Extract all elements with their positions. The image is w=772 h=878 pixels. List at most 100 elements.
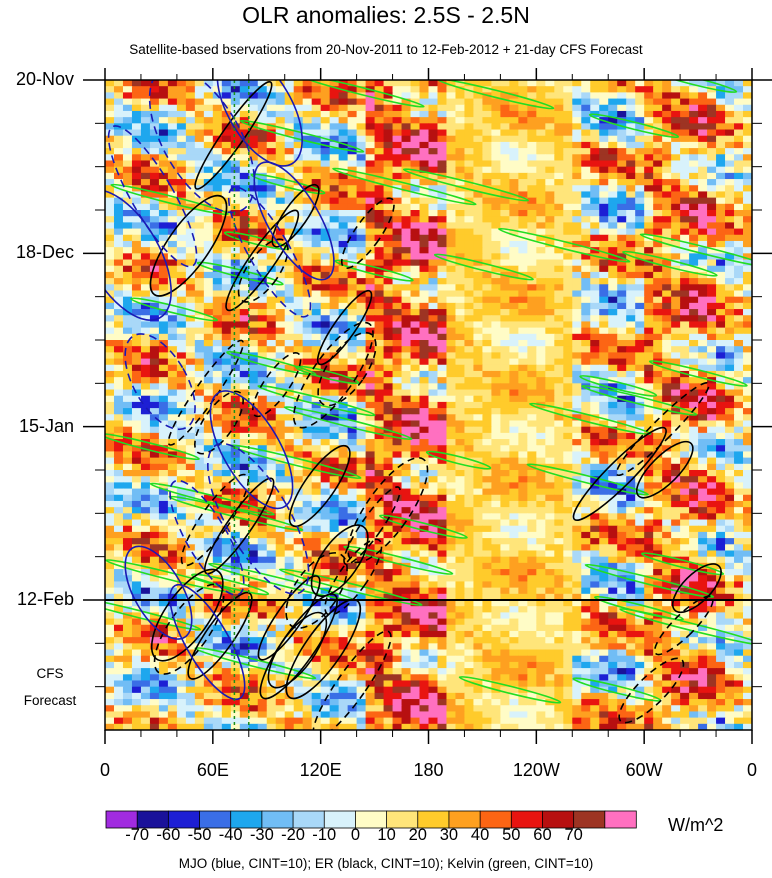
field-cell [212,401,223,409]
field-cell [536,500,546,508]
field-cell [203,346,214,353]
field-cell [590,179,600,186]
field-cell [617,494,627,502]
field-cell [644,408,654,415]
field-cell [284,104,295,112]
field-cell [410,290,421,298]
field-cell [716,488,726,496]
field-cell [221,370,232,378]
field-cell [212,439,223,446]
field-cell [122,401,133,409]
field-cell [644,240,654,248]
field-cell [455,451,466,459]
field-cell [500,148,510,155]
field-cell [311,482,322,490]
field-cell [105,191,115,199]
field-cell [284,494,295,502]
field-cell [536,309,546,316]
field-cell [482,358,493,366]
field-cell [338,500,349,508]
field-cell [482,265,493,273]
field-cell [105,395,115,403]
field-cell [248,222,259,230]
field-cell [320,284,331,292]
field-cell [257,141,268,149]
field-cell [437,358,448,366]
field-cell [275,92,286,100]
field-cell [257,302,268,310]
field-cell [707,166,717,174]
field-cell [689,302,699,310]
field-cell [221,482,232,490]
field-cell [536,346,546,353]
field-cell [248,507,259,514]
field-cell [239,216,250,223]
field-cell [653,80,663,87]
field-cell [302,340,313,347]
field-cell [698,92,708,100]
field-cell [275,110,286,118]
field-cell [608,104,618,112]
field-cell [446,414,457,422]
field-cell [149,507,160,514]
field-cell [239,401,250,409]
field-cell [617,457,627,465]
field-cell [257,228,268,236]
field-cell [383,383,394,391]
field-cell [743,488,752,496]
field-cell [185,370,196,378]
field-cell [284,476,295,483]
field-cell [716,80,726,87]
field-cell [221,463,232,471]
field-cell [599,408,609,415]
field-cell [482,327,493,335]
field-cell [599,110,609,118]
field-cell [392,154,403,162]
field-cell [293,463,304,471]
field-cell [554,185,564,193]
field-cell [194,426,205,434]
field-cell [599,488,609,496]
field-cell [554,117,564,124]
field-cell [149,364,160,372]
field-cell [275,265,286,273]
field-cell [581,117,591,124]
field-cell [311,352,322,360]
field-cell [527,383,537,391]
field-cell [581,333,591,341]
field-cell [608,117,618,124]
field-cell [707,98,717,106]
field-cell [167,141,178,149]
field-cell [545,253,555,261]
field-cell [509,302,519,310]
field-cell [437,80,448,87]
field-cell [743,432,752,440]
field-cell [644,148,654,155]
field-cell [122,432,133,440]
field-cell [662,185,672,193]
field-cell [356,129,367,137]
field-cell [167,265,178,273]
field-cell [464,389,475,397]
field-cell [473,110,484,118]
field-cell [653,451,663,459]
field-cell [662,321,672,329]
field-cell [374,166,385,174]
field-cell [203,383,214,391]
field-cell [230,395,241,403]
field-cell [482,253,493,261]
field-cell [437,210,448,217]
field-cell [482,333,493,341]
field-cell [428,470,439,477]
field-cell [518,315,528,323]
field-cell [293,494,304,502]
field-cell [266,185,277,193]
field-cell [185,110,196,118]
field-cell [626,98,636,106]
field-cell [203,296,214,304]
field-cell [338,98,349,106]
field-cell [122,141,133,149]
field-cell [329,346,340,353]
field-cell [194,179,205,186]
field-cell [392,476,403,483]
